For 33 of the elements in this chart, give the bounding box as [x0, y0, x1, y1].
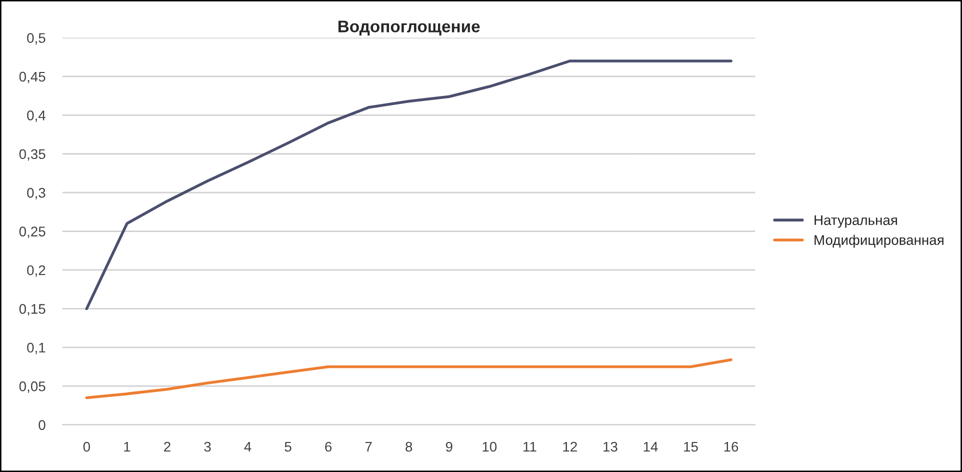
y-tick-label: 0: [38, 420, 46, 430]
y-tick-label: 0,05: [19, 381, 46, 393]
y-tick-label: 0,1: [27, 342, 46, 354]
x-tick-label: 1: [124, 442, 130, 452]
y-tick-label: 0,25: [19, 226, 46, 238]
x-tick-label: 15: [684, 442, 698, 452]
x-tick-label: 3: [204, 442, 211, 452]
x-tick-label: 6: [325, 442, 332, 452]
x-tick-label: 9: [446, 442, 452, 452]
y-tick-label: 0,45: [19, 72, 46, 84]
y-tick-label: 0,5: [27, 33, 46, 45]
chart-title: Водопоглощение: [338, 20, 480, 36]
x-tick-label: 16: [724, 442, 738, 452]
x-tick-label: 12: [563, 442, 577, 452]
legend-label: Натуральная: [814, 215, 897, 228]
x-tick-label: 5: [284, 442, 292, 452]
x-tick-label: 7: [365, 442, 372, 452]
line-series: [85, 60, 732, 310]
x-tick-label: 0: [83, 442, 90, 452]
legend-label: Модифицированная: [814, 234, 944, 248]
line-series: [85, 358, 732, 400]
x-tick-label: 13: [604, 442, 618, 452]
y-tick-label: 0,3: [27, 188, 46, 200]
y-tick-label: 0,2: [27, 265, 46, 277]
y-tick-label: 0,35: [19, 149, 46, 161]
x-tick-label: 14: [644, 442, 658, 452]
x-tick-label: 4: [244, 442, 252, 452]
y-tick-label: 0,4: [27, 110, 46, 122]
x-tick-label: 11: [524, 442, 536, 452]
x-tick-label: 2: [164, 442, 170, 452]
y-tick-label: 0,15: [19, 304, 46, 316]
x-tick-label: 8: [406, 442, 412, 452]
x-tick-label: 10: [482, 442, 497, 452]
